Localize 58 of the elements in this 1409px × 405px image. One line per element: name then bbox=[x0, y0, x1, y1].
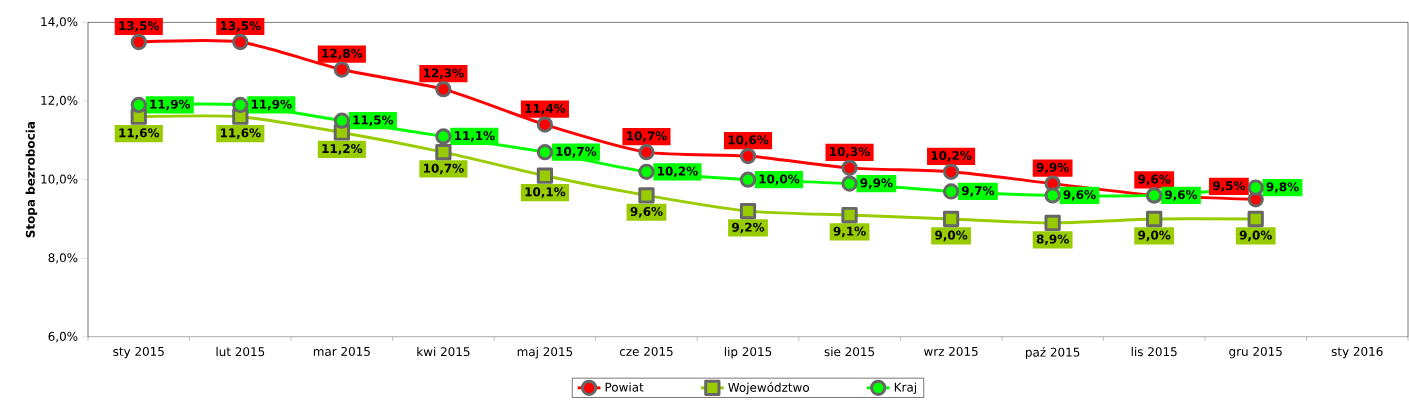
data-label: 12,3% bbox=[424, 68, 464, 79]
y-tick-label: 6,0% bbox=[48, 331, 78, 343]
data-label: 8,9% bbox=[1036, 234, 1069, 246]
x-tick-label: kwi 2015 bbox=[417, 346, 470, 357]
data-label: 9,6% bbox=[1165, 190, 1198, 201]
y-tick-label: 10,0% bbox=[41, 174, 78, 185]
data-label: 13,5% bbox=[220, 21, 261, 32]
data-label: 10,7% bbox=[627, 131, 667, 142]
y-axis-title: Stopa bezrobocia bbox=[25, 122, 38, 238]
legend-label: Powiat bbox=[605, 382, 644, 392]
x-tick-label: lip 2015 bbox=[724, 346, 772, 359]
data-label: 10,1% bbox=[525, 187, 566, 198]
data-label: 10,2% bbox=[931, 151, 972, 162]
data-label: 9,0% bbox=[935, 230, 968, 242]
data-label: 11,6% bbox=[220, 128, 261, 139]
data-label: 9,7% bbox=[961, 186, 995, 197]
data-label: 11,4% bbox=[525, 103, 566, 115]
x-tick-label: wrz 2015 bbox=[923, 346, 978, 356]
data-label: 9,9% bbox=[1036, 162, 1069, 174]
data-label: 9,9% bbox=[860, 178, 893, 189]
data-label: 10,3% bbox=[830, 147, 870, 158]
data-label: 10,7% bbox=[556, 146, 597, 158]
y-tick-label: 8,0% bbox=[48, 253, 78, 264]
x-tick-label: sty 2016 bbox=[1331, 346, 1383, 359]
x-tick-label: cze 2015 bbox=[619, 346, 673, 356]
data-label: 9,0% bbox=[1138, 230, 1171, 242]
data-label: 9,8% bbox=[1266, 182, 1299, 193]
data-label: 11,1% bbox=[454, 131, 495, 142]
data-label: 11,6% bbox=[119, 128, 160, 139]
data-label: 11,2% bbox=[322, 144, 363, 155]
data-label: 9,5% bbox=[1212, 181, 1246, 192]
y-tick-label: 12,0% bbox=[41, 95, 78, 107]
x-tick-label: lis 2015 bbox=[1131, 346, 1177, 357]
data-label: 12,8% bbox=[322, 48, 363, 60]
data-label: 9,6% bbox=[1138, 174, 1171, 186]
x-tick-label: paź 2015 bbox=[1026, 346, 1080, 359]
x-tick-label: lut 2015 bbox=[216, 346, 265, 357]
x-tick-label: maj 2015 bbox=[517, 346, 573, 359]
data-label: 10,6% bbox=[728, 135, 769, 146]
data-label: 9,6% bbox=[630, 206, 663, 218]
y-tick-label: 14,0% bbox=[41, 17, 78, 28]
data-label: 11,5% bbox=[353, 115, 394, 126]
x-tick-label: sie 2015 bbox=[824, 346, 875, 357]
data-label: 9,1% bbox=[833, 226, 866, 238]
legend-label: Kraj bbox=[894, 382, 916, 394]
data-label: 10,2% bbox=[658, 166, 698, 178]
data-label: 9,6% bbox=[1063, 190, 1096, 201]
legend-label: Województwo bbox=[728, 382, 810, 395]
data-label: 11,9% bbox=[150, 99, 191, 111]
x-tick-label: sty 2015 bbox=[113, 346, 164, 359]
x-tick-label: mar 2015 bbox=[313, 346, 370, 356]
data-label: 10,0% bbox=[759, 174, 800, 185]
data-label: 9,0% bbox=[1239, 230, 1272, 242]
data-label: 10,7% bbox=[424, 163, 464, 175]
data-label: 11,9% bbox=[251, 99, 292, 111]
data-label: 9,2% bbox=[732, 222, 765, 234]
data-label: 13,5% bbox=[119, 21, 160, 32]
x-tick-label: gru 2015 bbox=[1229, 346, 1282, 359]
